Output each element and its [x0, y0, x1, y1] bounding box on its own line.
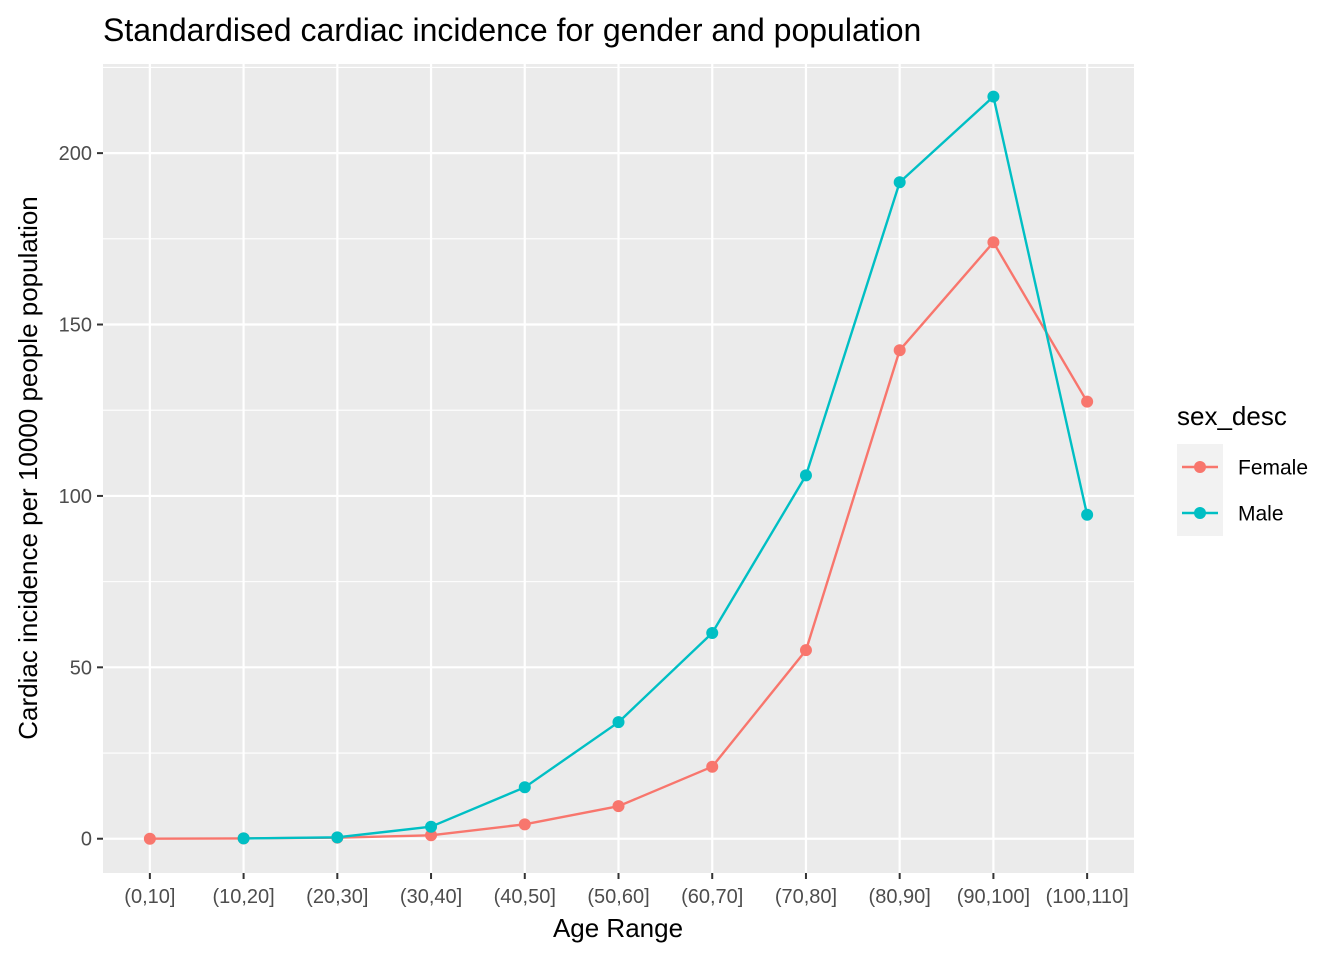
legend-key-point [1194, 461, 1206, 473]
legend: sex_desc Female Male [1177, 401, 1308, 536]
data-point-female [799, 644, 812, 657]
y-axis-title: Cardiac incidence per 10000 people popul… [13, 196, 43, 740]
x-tick-label: (60,70] [681, 886, 743, 908]
y-axis: 0 50 100 150 200 [59, 143, 103, 851]
data-point-male [425, 820, 438, 833]
data-point-female [706, 760, 719, 773]
data-point-female [1081, 395, 1094, 408]
legend-title: sex_desc [1177, 401, 1287, 431]
data-point-male [612, 716, 625, 729]
x-tick-label: (100,110] [1046, 886, 1129, 908]
data-point-male [331, 831, 344, 844]
series-points [143, 90, 1094, 845]
data-point-male [237, 832, 250, 845]
data-point-female [425, 829, 438, 842]
x-tick-label: (10,20] [212, 886, 274, 908]
x-tick-label: (40,50] [494, 886, 556, 908]
data-point-male [518, 781, 531, 794]
data-point-female [612, 800, 625, 813]
data-point-male [1081, 508, 1094, 521]
data-point-male [799, 469, 812, 482]
data-point-female [518, 818, 531, 831]
legend-key-point [1194, 507, 1206, 519]
legend-label-male: Male [1238, 503, 1284, 526]
data-point-female [893, 344, 906, 357]
chart-title: Standardised cardiac incidence for gende… [103, 12, 921, 48]
x-tick-label: (50,60] [587, 886, 649, 908]
data-point-male [893, 176, 906, 189]
y-tick-label: 100 [59, 486, 92, 508]
data-point-female [143, 832, 156, 845]
legend-label-female: Female [1238, 457, 1308, 480]
data-point-male [706, 627, 719, 640]
x-tick-label: (90,100] [957, 886, 1030, 908]
x-tick-label: (70,80] [775, 886, 837, 908]
x-tick-label: (30,40] [400, 886, 462, 908]
x-tick-label: (0,10] [124, 886, 175, 908]
major-gridlines [103, 64, 1134, 873]
x-axis-title: Age Range [553, 913, 683, 943]
x-tick-label: (80,90] [869, 886, 931, 908]
data-point-female [987, 236, 1000, 249]
y-tick-label: 150 [59, 315, 92, 337]
x-tick-label: (20,30] [306, 886, 368, 908]
y-tick-label: 0 [81, 829, 92, 851]
y-tick-label: 50 [70, 657, 92, 679]
y-tick-label: 200 [59, 143, 92, 165]
series-line-male [243, 95, 1089, 840]
legend-items: Female Male [1177, 444, 1308, 536]
data-point-male [987, 90, 1000, 103]
x-axis: (0,10] (10,20] (20,30] (30,40] (40,50] (50,60… [124, 873, 1129, 908]
